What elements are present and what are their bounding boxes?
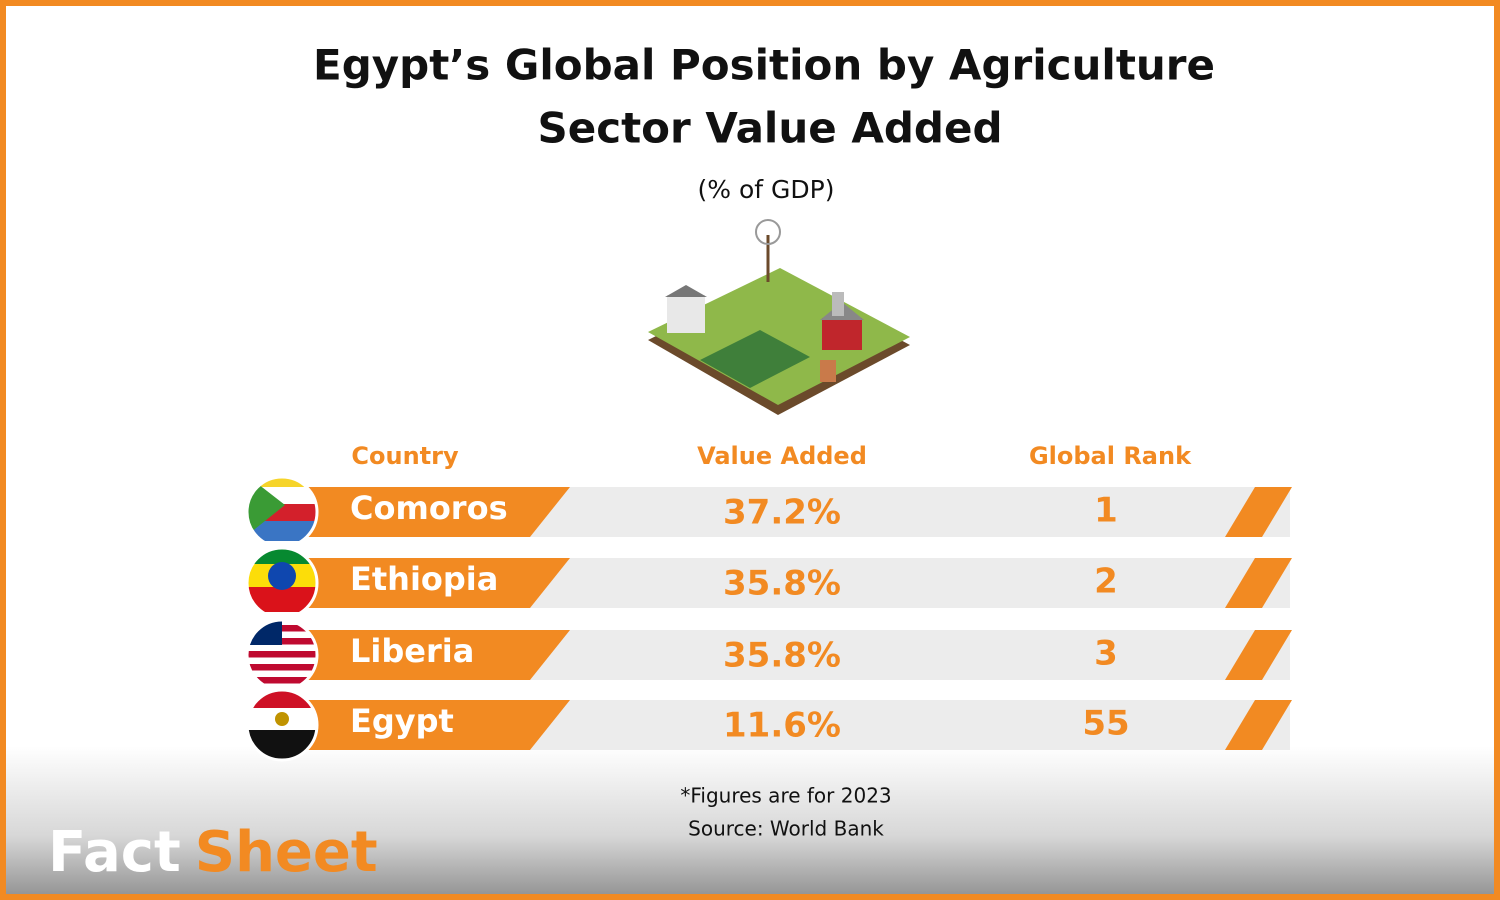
note: *Figures are for 2023	[680, 784, 891, 808]
brand-second: Sheet	[195, 820, 378, 885]
column-header: Global Rank	[1029, 442, 1192, 470]
flag-emblem	[275, 712, 289, 726]
column-header: Value Added	[697, 442, 867, 470]
brand: Fact Sheet	[48, 820, 378, 885]
value-added: 37.2%	[723, 493, 841, 533]
flag-stripe	[247, 657, 317, 664]
global-rank: 3	[1094, 634, 1118, 674]
title: Egypt’s Global Position by Agriculture	[313, 41, 1215, 90]
flag-stripe	[247, 651, 317, 658]
flag-stripe	[247, 677, 317, 684]
flag-emblem	[268, 562, 296, 590]
row-end	[1225, 487, 1292, 537]
row-end	[1225, 630, 1292, 680]
value-added: 11.6%	[723, 706, 841, 746]
note: Source: World Bank	[688, 817, 884, 841]
row-end	[1225, 558, 1292, 608]
flag-stripe	[247, 477, 317, 487]
flag	[247, 477, 317, 541]
name-tab	[300, 700, 570, 750]
name-tab	[300, 630, 570, 680]
country-name: Egypt	[350, 702, 454, 740]
subtitle: (% of GDP)	[698, 175, 835, 204]
flag-stripe	[247, 521, 317, 541]
flag-stripe	[247, 670, 317, 677]
flag-stripe	[247, 664, 317, 671]
flag-stripe	[247, 644, 317, 651]
column-header: Country	[351, 442, 459, 470]
country-name: Liberia	[350, 632, 474, 670]
flag-ring	[245, 688, 319, 762]
flag-ring	[245, 546, 319, 620]
value-added: 35.8%	[723, 636, 841, 676]
brand-first: Fact	[48, 820, 181, 885]
global-rank: 1	[1094, 491, 1118, 531]
country-name: Comoros	[350, 489, 508, 527]
name-tab	[300, 558, 570, 608]
global-rank: 55	[1082, 704, 1129, 744]
global-rank: 2	[1094, 562, 1118, 602]
title: Sector Value Added	[537, 104, 1002, 153]
name-tab	[300, 487, 570, 537]
canvas: Egypt’s Global Position by Agriculture S…	[48, 41, 1292, 885]
value-added: 35.8%	[723, 564, 841, 604]
country-name: Ethiopia	[350, 560, 498, 598]
farm-illustration	[648, 219, 910, 415]
row-end	[1225, 700, 1292, 750]
